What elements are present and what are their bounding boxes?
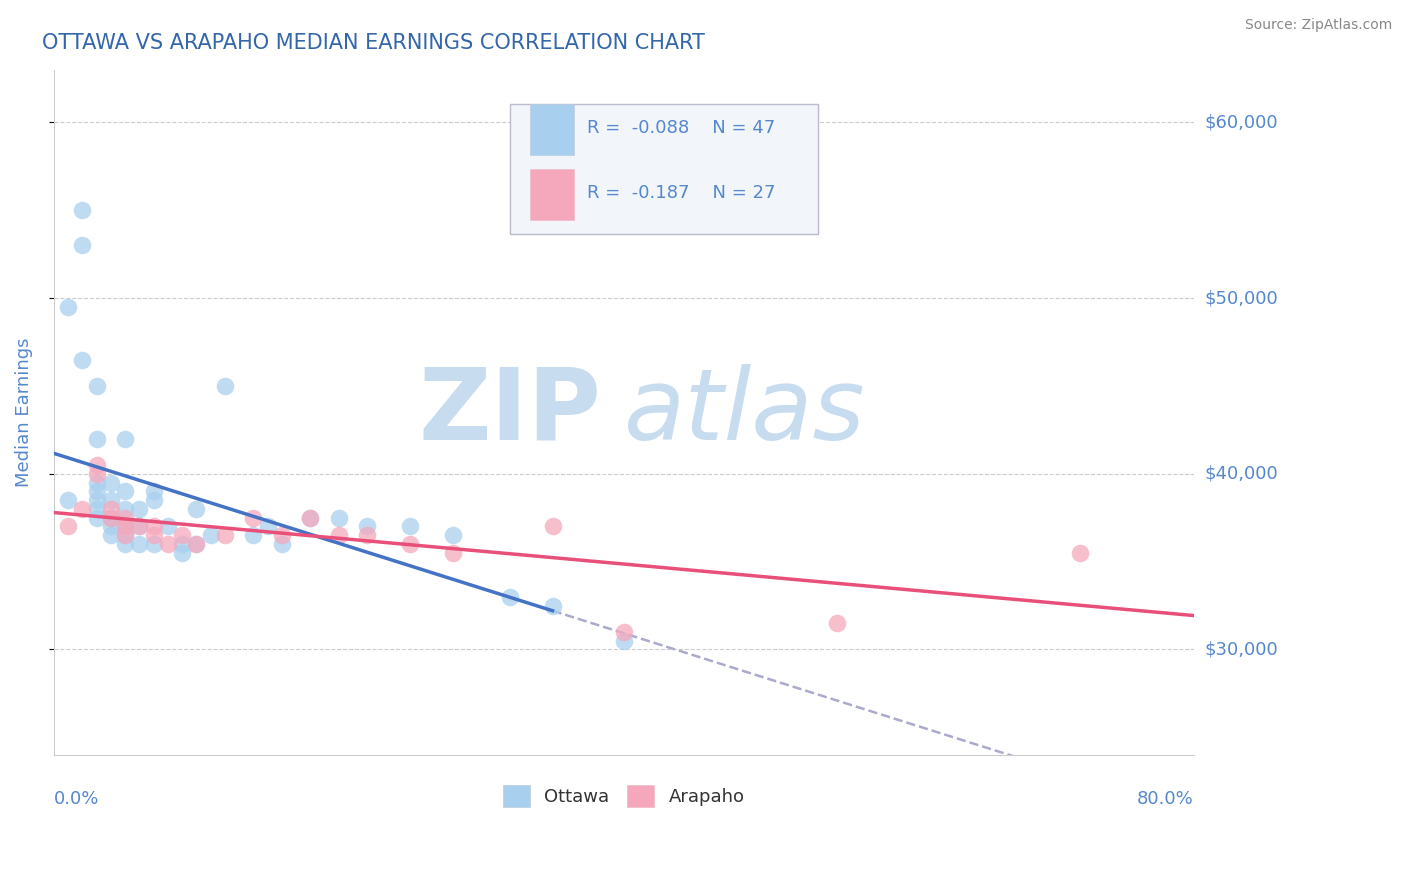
Point	[114, 502, 136, 516]
Point	[100, 528, 122, 542]
Point	[86, 475, 108, 490]
Point	[100, 475, 122, 490]
Point	[356, 528, 378, 542]
Point	[613, 624, 636, 639]
Point	[100, 510, 122, 524]
Point	[214, 528, 236, 542]
Point	[270, 528, 292, 542]
Text: $60,000: $60,000	[1205, 113, 1278, 131]
Point	[86, 467, 108, 481]
Point	[156, 519, 179, 533]
Text: R =  -0.187    N = 27: R = -0.187 N = 27	[588, 184, 776, 202]
Point	[128, 519, 150, 533]
Text: 0.0%: 0.0%	[53, 789, 100, 807]
Point	[100, 510, 122, 524]
Point	[170, 546, 193, 560]
Point	[56, 519, 79, 533]
Point	[86, 432, 108, 446]
Point	[114, 432, 136, 446]
Point	[72, 502, 94, 516]
Point	[86, 484, 108, 499]
Point	[72, 203, 94, 218]
Point	[100, 502, 122, 516]
Point	[72, 238, 94, 252]
Point	[56, 493, 79, 508]
Point	[613, 633, 636, 648]
Point	[170, 537, 193, 551]
Point	[114, 519, 136, 533]
Point	[541, 599, 564, 613]
Point	[142, 484, 165, 499]
Point	[214, 379, 236, 393]
Point	[186, 537, 208, 551]
Point	[86, 493, 108, 508]
Point	[100, 493, 122, 508]
Point	[242, 510, 264, 524]
Text: Source: ZipAtlas.com: Source: ZipAtlas.com	[1244, 18, 1392, 32]
FancyBboxPatch shape	[510, 104, 817, 234]
Point	[86, 502, 108, 516]
Point	[72, 352, 94, 367]
Point	[399, 519, 422, 533]
Y-axis label: Median Earnings: Median Earnings	[15, 337, 32, 487]
Point	[128, 502, 150, 516]
Point	[142, 493, 165, 508]
Bar	[530, 169, 574, 220]
Point	[114, 528, 136, 542]
Point	[114, 484, 136, 499]
Point	[56, 300, 79, 314]
Point	[156, 537, 179, 551]
Point	[128, 537, 150, 551]
Point	[541, 519, 564, 533]
Text: $50,000: $50,000	[1205, 289, 1278, 307]
Point	[186, 502, 208, 516]
Text: OTTAWA VS ARAPAHO MEDIAN EARNINGS CORRELATION CHART: OTTAWA VS ARAPAHO MEDIAN EARNINGS CORREL…	[42, 33, 706, 53]
Point	[86, 458, 108, 472]
Text: R =  -0.088    N = 47: R = -0.088 N = 47	[588, 119, 776, 136]
Point	[441, 528, 464, 542]
Text: ZIP: ZIP	[418, 364, 600, 461]
Text: 80.0%: 80.0%	[1137, 789, 1194, 807]
Point	[328, 510, 350, 524]
Point	[142, 537, 165, 551]
Legend: Ottawa, Arapaho: Ottawa, Arapaho	[495, 778, 752, 814]
Point	[170, 528, 193, 542]
Point	[142, 519, 165, 533]
Point	[328, 528, 350, 542]
Point	[142, 528, 165, 542]
Point	[299, 510, 322, 524]
Point	[114, 528, 136, 542]
Point	[114, 519, 136, 533]
Point	[86, 510, 108, 524]
Point	[186, 537, 208, 551]
Text: atlas: atlas	[624, 364, 865, 461]
Point	[270, 537, 292, 551]
Text: $30,000: $30,000	[1205, 640, 1278, 658]
Point	[256, 519, 278, 533]
Point	[100, 519, 122, 533]
Point	[827, 616, 849, 631]
Point	[128, 519, 150, 533]
Point	[114, 510, 136, 524]
Point	[499, 590, 522, 604]
Point	[86, 379, 108, 393]
Point	[356, 519, 378, 533]
Point	[399, 537, 422, 551]
Point	[114, 537, 136, 551]
Point	[200, 528, 222, 542]
Bar	[530, 104, 574, 155]
Point	[1069, 546, 1091, 560]
Point	[242, 528, 264, 542]
Point	[441, 546, 464, 560]
Text: $40,000: $40,000	[1205, 465, 1278, 483]
Point	[299, 510, 322, 524]
